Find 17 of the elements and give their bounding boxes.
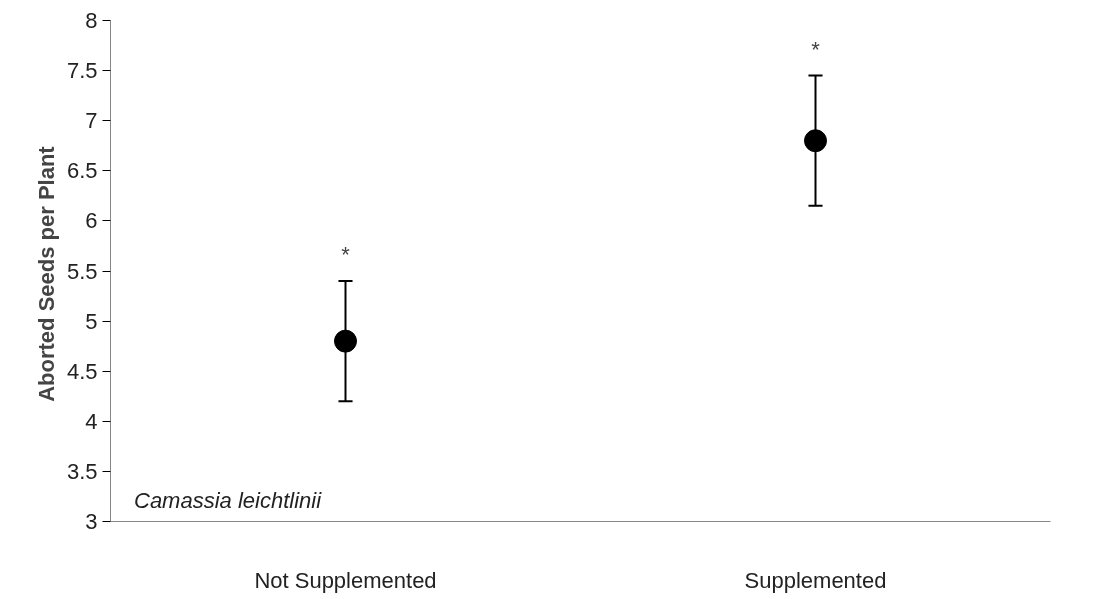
y-tick-label: 5.5 — [66, 258, 98, 284]
annotation: Camassia leichtlinii — [134, 488, 323, 514]
y-tick-label: 8 — [85, 8, 98, 33]
y-tick-label: 6.5 — [66, 158, 98, 184]
y-tick-label: 7.5 — [66, 58, 98, 84]
y-axis-title: Aborted Seeds per Plant — [33, 145, 59, 402]
x-tick-label: Not Supplemented — [254, 567, 437, 593]
y-tick-label: 3 — [85, 509, 98, 534]
y-tick-label: 6 — [85, 208, 98, 234]
y-tick-label: 5 — [85, 308, 98, 334]
y-tick-label: 4 — [85, 408, 98, 434]
y-tick-label: 7 — [85, 108, 98, 134]
x-tick-label: Supplemented — [744, 567, 887, 593]
annotation: * — [341, 242, 351, 268]
y-tick-label: 4.5 — [66, 358, 98, 384]
y-tick-label: 3.5 — [66, 458, 98, 484]
annotation: * — [811, 36, 821, 62]
